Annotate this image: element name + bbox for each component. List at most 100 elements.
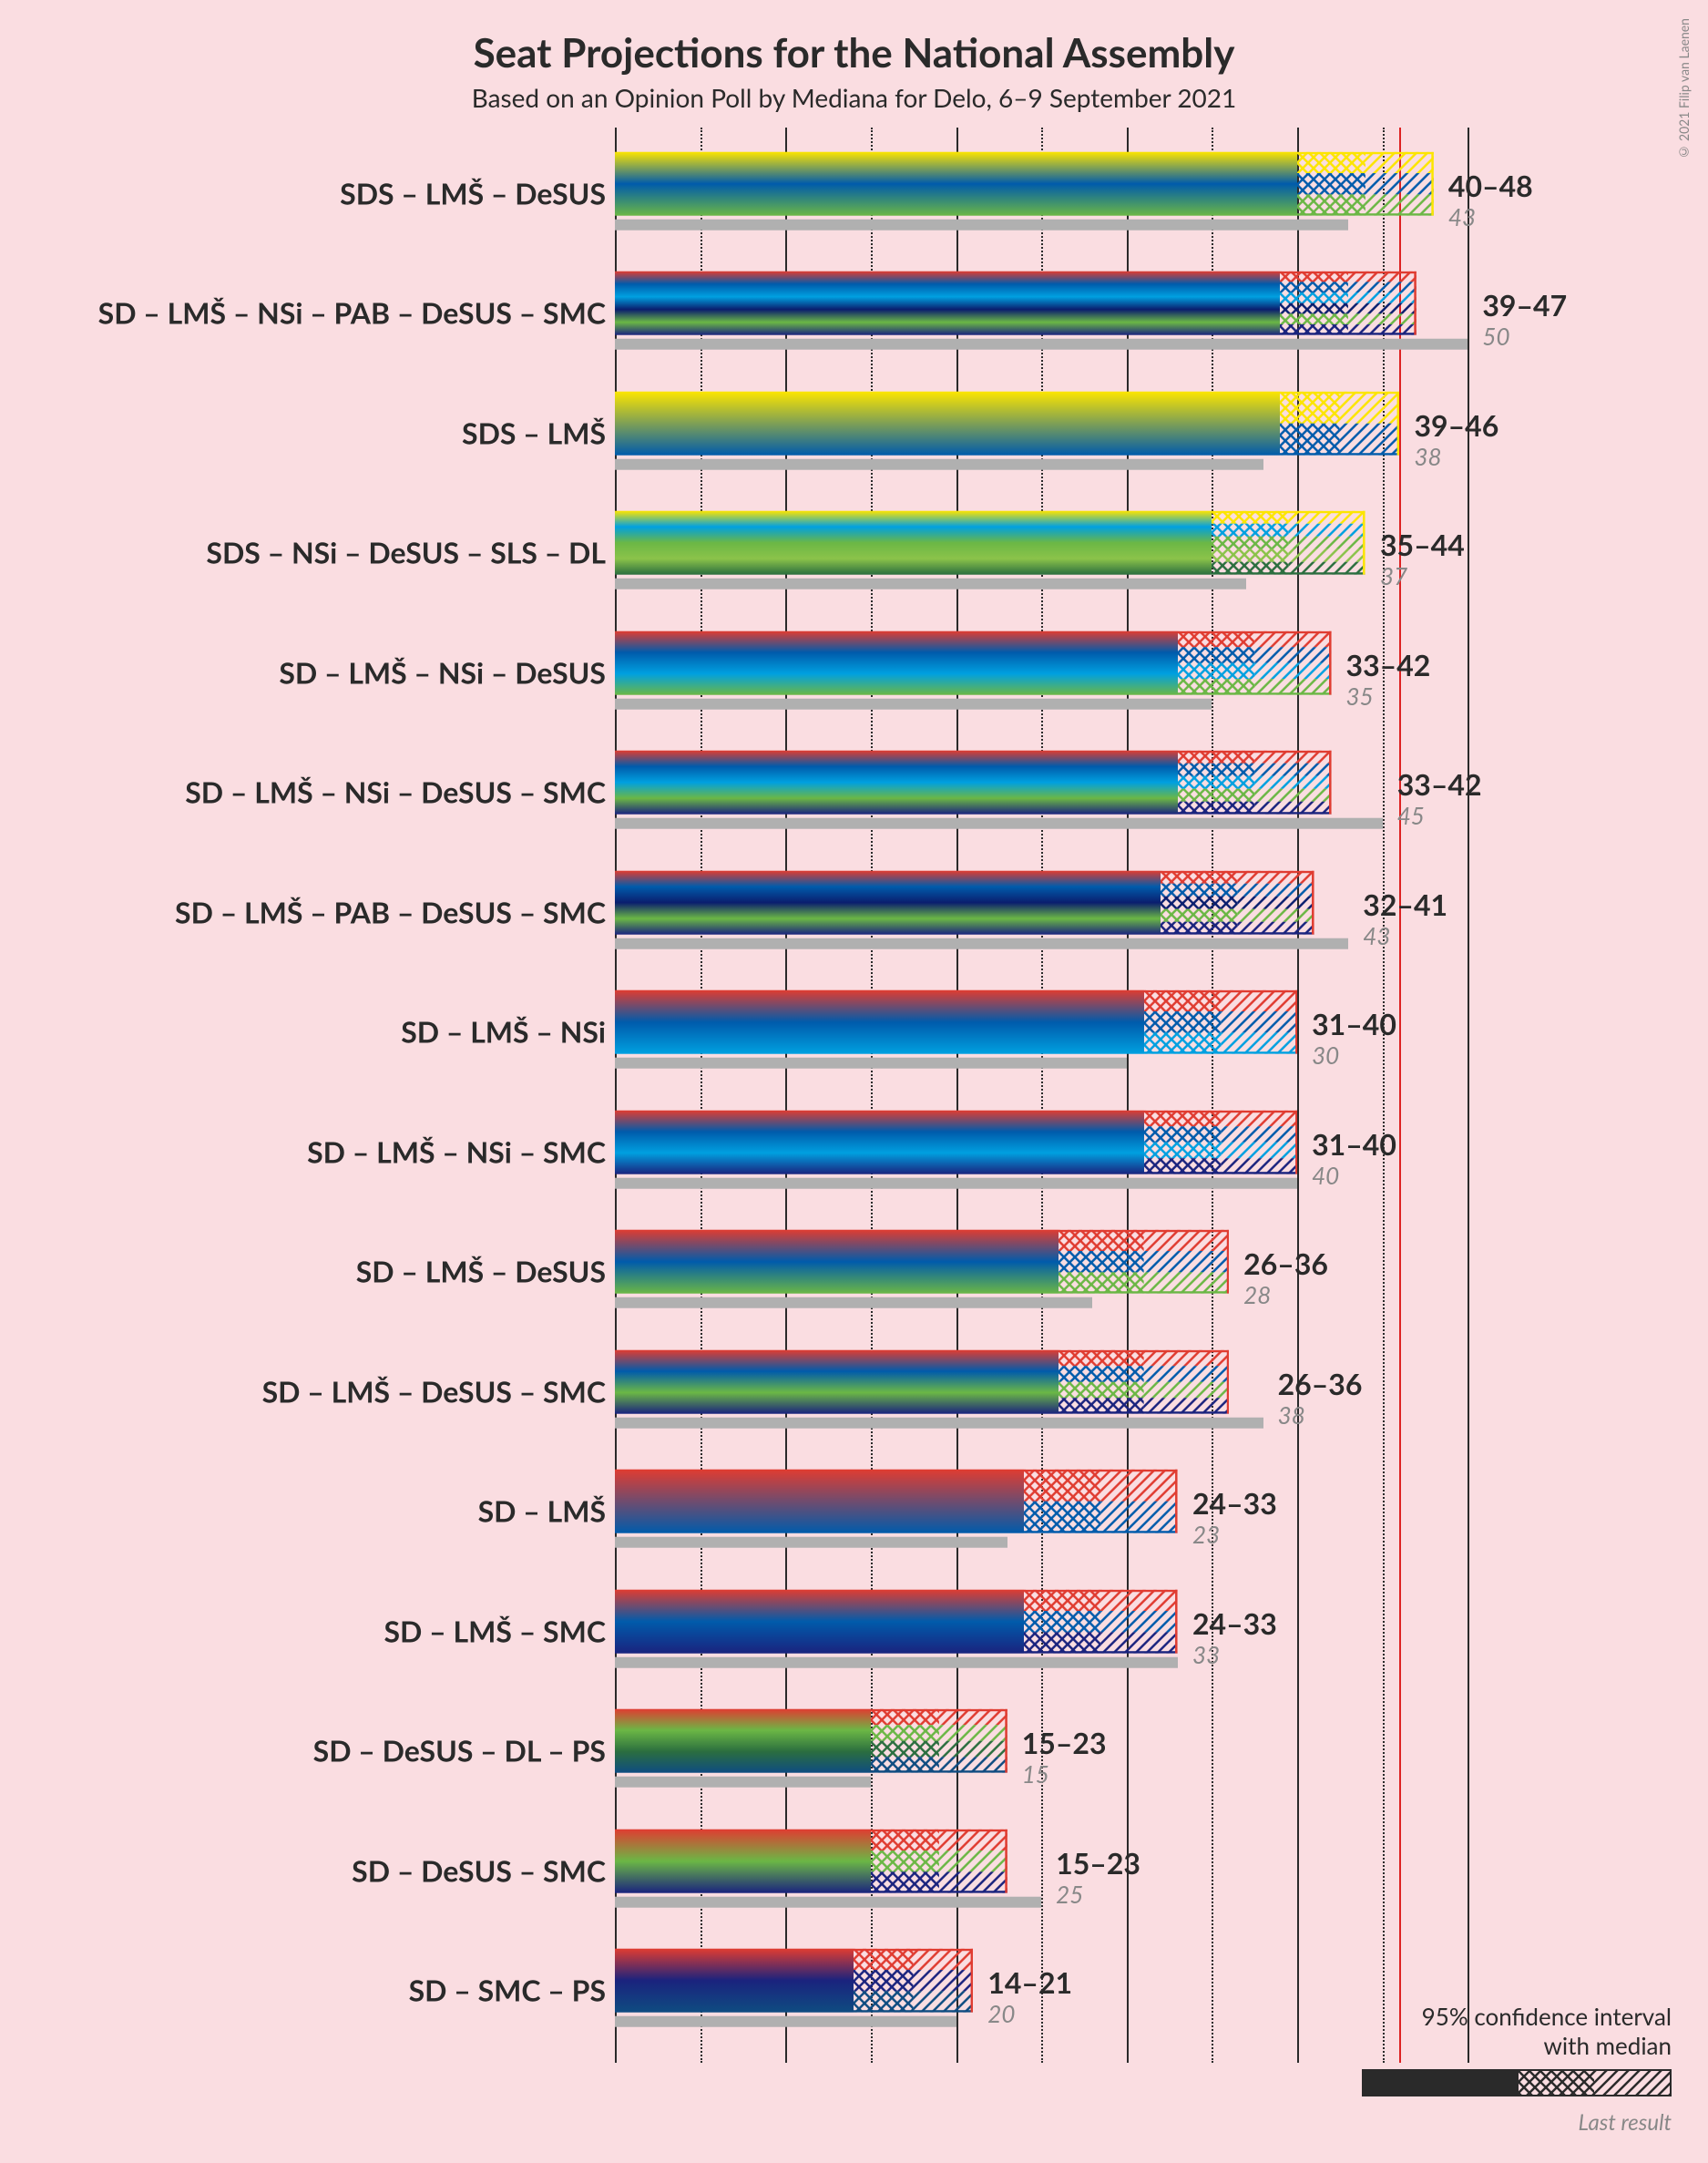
last-result-bar xyxy=(615,1297,1092,1308)
coalition-label: SD – LMŠ – DeSUS – SMC xyxy=(262,1373,606,1409)
range-label: 26–36 xyxy=(1243,1246,1328,1281)
coalition-row: SD – LMŠ – NSi 31–4030 xyxy=(0,976,1708,1096)
last-result-label: 23 xyxy=(1192,1520,1220,1549)
last-result-bar xyxy=(615,1058,1127,1069)
legend-ci-bar xyxy=(1517,2069,1672,2096)
coalition-row: SDS – LMŠ – DeSUS 40–4843 xyxy=(0,137,1708,257)
projection-bar xyxy=(615,511,1212,575)
last-result-bar xyxy=(615,1896,1041,1907)
range-label: 40–48 xyxy=(1448,168,1533,203)
projection-bar xyxy=(615,1230,1059,1294)
confidence-interval xyxy=(854,1949,973,2013)
confidence-interval xyxy=(1144,1110,1298,1174)
last-result-bar xyxy=(615,1777,871,1788)
range-label: 35–44 xyxy=(1380,527,1465,562)
last-result-bar xyxy=(615,1177,1297,1188)
coalition-label: SD – LMŠ – NSi xyxy=(401,1014,606,1050)
legend-last-label: Last result xyxy=(1289,2109,1672,2136)
projection-bar xyxy=(615,1110,1144,1174)
confidence-interval xyxy=(871,1829,1007,1892)
confidence-interval xyxy=(1212,511,1365,575)
confidence-interval xyxy=(1178,751,1332,815)
confidence-interval xyxy=(1024,1470,1178,1533)
coalition-label: SD – LMŠ – SMC xyxy=(384,1613,607,1648)
chart-area: SDS – LMŠ – DeSUS 40–4843 SD – LMŠ – NSi … xyxy=(0,137,1708,2054)
last-result-bar xyxy=(615,1417,1263,1428)
range-label: 33–42 xyxy=(1397,766,1482,802)
legend-ci-label: 95% confidence interval xyxy=(1289,2002,1672,2031)
last-result-label: 40 xyxy=(1312,1161,1339,1190)
range-label: 31–40 xyxy=(1312,1126,1396,1162)
legend-solid-bar xyxy=(1362,2069,1517,2096)
confidence-interval xyxy=(871,1709,1007,1773)
chart-subtitle: Based on an Opinion Poll by Mediana for … xyxy=(0,82,1708,113)
coalition-label: SDS – LMŠ – DeSUS xyxy=(340,175,606,210)
last-result-label: 30 xyxy=(1312,1040,1339,1070)
projection-bar xyxy=(615,151,1297,215)
projection-bar xyxy=(615,1349,1059,1413)
confidence-interval xyxy=(1161,870,1314,934)
projection-bar xyxy=(615,1709,871,1773)
chart-title: Seat Projections for the National Assemb… xyxy=(0,0,1708,77)
coalition-row: SD – LMŠ – DeSUS 26–3628 xyxy=(0,1215,1708,1336)
range-label: 33–42 xyxy=(1346,647,1431,682)
coalition-label: SD – LMŠ – DeSUS xyxy=(356,1254,606,1289)
confidence-interval xyxy=(1144,990,1298,1054)
range-label: 26–36 xyxy=(1278,1366,1363,1401)
legend-median-label: with median xyxy=(1289,2031,1672,2060)
coalition-row: SD – LMŠ – PAB – DeSUS – SMC xyxy=(0,856,1708,976)
last-result-label: 37 xyxy=(1380,561,1407,590)
confidence-interval xyxy=(1059,1230,1229,1294)
last-result-label: 28 xyxy=(1243,1280,1271,1309)
last-result-label: 38 xyxy=(1414,442,1441,471)
range-label: 14–21 xyxy=(987,1964,1072,2000)
last-result-bar xyxy=(615,458,1263,469)
last-result-label: 45 xyxy=(1397,801,1425,830)
coalition-label: SD – LMŠ – NSi – DeSUS – SMC xyxy=(185,774,606,810)
coalition-row: SD – LMŠ 24–3323 xyxy=(0,1455,1708,1575)
confidence-interval xyxy=(1297,151,1434,215)
confidence-interval xyxy=(1024,1589,1178,1653)
projection-bar xyxy=(615,751,1178,815)
projection-bar xyxy=(615,870,1161,934)
coalition-label: SD – DeSUS – DL – PS xyxy=(313,1733,606,1768)
coalition-label: SD – LMŠ – NSi – PAB – DeSUS – SMC xyxy=(98,295,606,331)
range-label: 15–23 xyxy=(1022,1725,1107,1760)
last-result-label: 33 xyxy=(1192,1640,1220,1669)
coalition-label: SD – LMŠ xyxy=(478,1493,606,1529)
range-label: 31–40 xyxy=(1312,1006,1396,1041)
range-label: 32–41 xyxy=(1363,887,1447,922)
coalition-row: SD – LMŠ – NSi – DeSUS 33–423 xyxy=(0,616,1708,736)
range-label: 24–33 xyxy=(1192,1605,1277,1641)
coalition-label: SDS – NSi – DeSUS – SLS – DL xyxy=(206,535,606,570)
range-label: 39–46 xyxy=(1414,407,1498,443)
last-result-label: 50 xyxy=(1482,322,1509,351)
coalition-label: SDS – LMŠ xyxy=(462,415,606,450)
last-result-label: 43 xyxy=(1448,202,1476,231)
coalition-label: SD – LMŠ – NSi – SMC xyxy=(307,1133,606,1169)
coalition-row: SDS – NSi – DeSUS – SLS – DL xyxy=(0,497,1708,617)
confidence-interval xyxy=(1280,391,1399,455)
coalition-label: SD – LMŠ – NSi – DeSUS xyxy=(279,654,606,690)
last-result-label: 38 xyxy=(1278,1400,1305,1430)
last-result-bar xyxy=(615,818,1383,829)
legend-hatch xyxy=(1519,2071,1670,2095)
last-result-bar xyxy=(615,219,1348,230)
projection-bar xyxy=(615,1829,871,1892)
coalition-label: SD – SMC – PS xyxy=(409,1973,606,2008)
coalition-row: SD – LMŠ – NSi – DeSUS – SMC xyxy=(0,736,1708,856)
last-result-bar xyxy=(615,1537,1007,1548)
confidence-interval xyxy=(1280,272,1417,335)
last-result-bar xyxy=(615,938,1348,948)
coalition-row: SDS – LMŠ 39–4638 xyxy=(0,376,1708,497)
last-result-label: 35 xyxy=(1346,682,1374,711)
coalition-row: SD – LMŠ – NSi – PAB – DeSUS – SMC xyxy=(0,257,1708,377)
range-label: 39–47 xyxy=(1482,287,1567,323)
last-result-bar xyxy=(615,579,1246,589)
last-result-bar xyxy=(615,339,1468,350)
projection-bar xyxy=(615,272,1280,335)
projection-bar xyxy=(615,1470,1024,1533)
legend-swatch xyxy=(1362,2069,1672,2100)
coalition-label: SD – LMŠ – PAB – DeSUS – SMC xyxy=(175,894,606,929)
projection-bar xyxy=(615,990,1144,1054)
